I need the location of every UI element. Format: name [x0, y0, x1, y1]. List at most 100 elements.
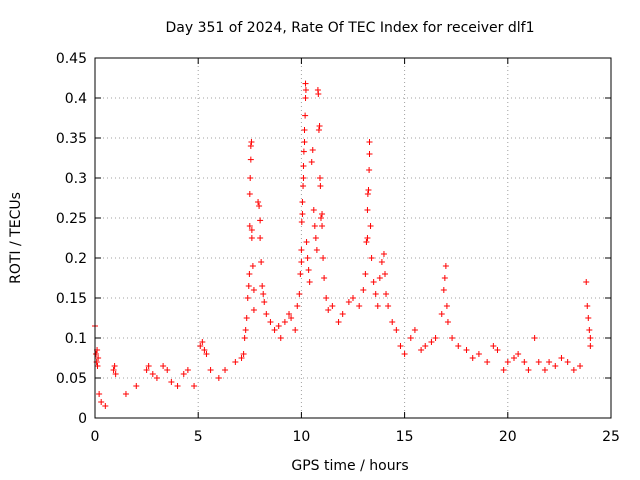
data-point — [372, 291, 379, 297]
data-point — [260, 291, 267, 297]
data-point — [356, 303, 363, 309]
data-point — [586, 327, 593, 333]
data-point — [238, 355, 245, 361]
y-tick-label: 0.1 — [65, 331, 87, 347]
x-tick-label: 10 — [292, 429, 310, 445]
data-point — [432, 335, 439, 341]
data-point — [263, 311, 270, 317]
data-point — [294, 303, 301, 309]
data-point — [531, 335, 538, 341]
data-point — [242, 327, 249, 333]
data-point — [288, 315, 295, 321]
x-tick-labels: 0 5 10 15 20 25 — [91, 429, 620, 445]
data-point — [541, 367, 548, 373]
data-point — [256, 203, 263, 209]
data-point — [385, 303, 392, 309]
data-point — [500, 367, 507, 373]
x-tick-label: 25 — [602, 429, 620, 445]
data-point — [315, 91, 322, 97]
data-point — [335, 319, 342, 325]
data-point — [197, 343, 204, 349]
data-point — [583, 279, 590, 285]
data-point — [546, 359, 553, 365]
data-point — [247, 143, 254, 149]
data-point — [323, 295, 330, 301]
data-point — [428, 339, 435, 345]
y-tick-label: 0.4 — [65, 91, 87, 107]
y-tick-label: 0.2 — [65, 251, 87, 267]
data-point — [267, 319, 274, 325]
data-point — [153, 375, 160, 381]
x-tick-label: 5 — [194, 429, 203, 445]
data-point — [374, 303, 381, 309]
data-point — [247, 175, 254, 181]
chart-title: Day 351 of 2024, Rate Of TEC Index for r… — [166, 20, 535, 36]
data-point — [259, 283, 266, 289]
data-point — [381, 271, 388, 277]
data-point — [303, 239, 310, 245]
data-point — [257, 217, 264, 224]
data-point — [110, 367, 117, 373]
data-point — [248, 235, 255, 241]
data-point — [383, 291, 390, 297]
data-point — [525, 367, 532, 373]
data-point — [249, 263, 256, 269]
y-tick-label: 0.15 — [56, 291, 87, 307]
y-axis-title: ROTI / TECUs — [8, 192, 24, 284]
data-point — [362, 271, 369, 277]
data-point — [455, 343, 462, 349]
data-point — [364, 191, 371, 197]
data-point — [380, 251, 387, 257]
x-tick-label: 20 — [499, 429, 517, 445]
data-point — [298, 219, 305, 225]
data-point — [313, 247, 320, 253]
data-point — [207, 367, 214, 373]
data-point — [222, 367, 229, 373]
data-point — [367, 223, 374, 229]
data-point — [257, 235, 264, 241]
data-point — [494, 347, 501, 353]
data-point — [443, 303, 450, 309]
data-point — [363, 239, 370, 245]
data-point — [302, 87, 309, 93]
data-point — [250, 307, 257, 313]
data-point — [296, 291, 303, 297]
data-point — [535, 359, 542, 365]
data-point — [168, 379, 175, 385]
data-point — [368, 255, 375, 261]
data-point — [245, 283, 252, 289]
x-tick-label: 15 — [396, 429, 414, 445]
data-point — [444, 319, 451, 325]
data-point — [316, 123, 323, 129]
data-point — [302, 95, 309, 101]
data-point — [350, 295, 356, 301]
data-point — [300, 183, 307, 189]
y-tick-label: 0.35 — [56, 131, 87, 147]
data-point — [587, 335, 594, 341]
data-point — [364, 235, 371, 241]
data-point — [345, 299, 352, 305]
data-point — [370, 279, 377, 285]
data-point — [587, 343, 594, 349]
data-point — [484, 359, 491, 365]
data-point — [199, 339, 206, 345]
data-point — [401, 351, 408, 357]
data-point — [510, 355, 517, 361]
x-axis-title: GPS time / hours — [291, 458, 408, 474]
data-point — [564, 359, 571, 365]
x-tick-label: 0 — [91, 429, 100, 445]
data-point — [584, 303, 591, 309]
data-point — [255, 199, 262, 205]
data-point — [316, 175, 323, 181]
data-points — [92, 80, 594, 409]
data-point — [475, 351, 482, 357]
data-point — [271, 327, 278, 333]
y-tick-label: 0.45 — [56, 51, 87, 67]
y-tick-label: 0.05 — [56, 371, 87, 387]
data-point — [191, 383, 198, 389]
data-point — [339, 311, 346, 317]
data-point — [302, 80, 309, 87]
data-point — [438, 311, 445, 317]
data-point — [376, 275, 383, 281]
data-point — [301, 139, 308, 145]
